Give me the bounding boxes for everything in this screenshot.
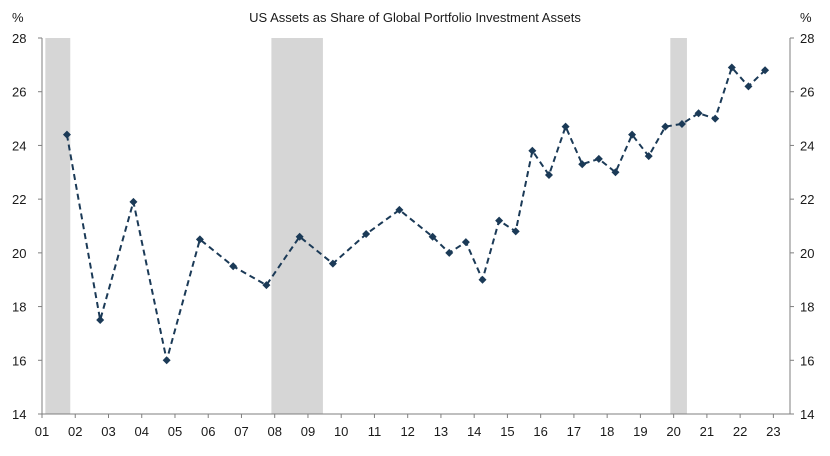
data-point [461, 238, 470, 247]
y-tick-label-right: 26 [800, 85, 814, 100]
x-tick-label: 10 [334, 424, 348, 439]
x-tick-label: 22 [733, 424, 747, 439]
x-tick-label: 04 [134, 424, 148, 439]
y-unit-left: % [12, 10, 24, 25]
x-tick-label: 12 [400, 424, 414, 439]
x-tick-label: 21 [700, 424, 714, 439]
data-point [727, 63, 736, 72]
x-tick-label: 09 [301, 424, 315, 439]
y-tick-label-right: 20 [800, 246, 814, 261]
data-point [677, 119, 686, 128]
data-point [262, 281, 271, 290]
y-tick-label-left: 22 [12, 192, 26, 207]
recession-band-1 [45, 38, 71, 414]
y-tick-label-right: 18 [800, 300, 814, 315]
recession-band-2 [271, 38, 323, 414]
x-tick-label: 20 [666, 424, 680, 439]
x-tick-label: 06 [201, 424, 215, 439]
x-tick-label: 15 [500, 424, 514, 439]
data-point [661, 122, 670, 131]
data-point [395, 205, 404, 214]
data-point [295, 232, 304, 241]
x-tick-label: 16 [533, 424, 547, 439]
data-point [644, 152, 653, 161]
y-tick-label-right: 14 [800, 407, 814, 422]
data-point [528, 146, 537, 155]
data-point [511, 227, 520, 236]
data-point [495, 216, 504, 225]
y-tick-label-left: 20 [12, 246, 26, 261]
data-point [129, 197, 138, 206]
recession-bands [45, 38, 687, 414]
data-point [96, 316, 105, 324]
x-tick-label: 13 [434, 424, 448, 439]
data-point [328, 259, 337, 268]
y-tick-label-left: 16 [12, 353, 26, 368]
y-tick-label-left: 26 [12, 85, 26, 100]
data-point [594, 154, 603, 163]
y-tick-label-right: 22 [800, 192, 814, 207]
chart-title: US Assets as Share of Global Portfolio I… [249, 10, 581, 25]
data-point [628, 130, 637, 139]
y-tick-label-left: 28 [12, 31, 26, 46]
data-point [478, 275, 487, 284]
axes: 14 14 16 16 18 18 20 20 22 22 24 24 26 26 28 28 01 02 03 04… [12, 31, 814, 439]
data-point [561, 122, 570, 131]
data-point [611, 168, 620, 177]
x-tick-label: 18 [600, 424, 614, 439]
x-tick-label: 02 [68, 424, 82, 439]
x-tick-label: 08 [267, 424, 281, 439]
data-point [694, 109, 703, 118]
y-tick-label-left: 14 [12, 407, 26, 422]
data-point [761, 66, 770, 75]
data-point [445, 248, 454, 257]
x-tick-label: 14 [467, 424, 481, 439]
y-tick-label-right: 24 [800, 138, 814, 153]
recession-band-3 [670, 38, 687, 414]
x-tick-label: 23 [766, 424, 780, 439]
data-point [362, 230, 371, 239]
data-point [578, 160, 587, 169]
data-point [162, 356, 171, 365]
series-line-1 [65, 65, 766, 361]
y-unit-right: % [800, 10, 812, 25]
data-point [744, 82, 753, 91]
x-tick-label: 19 [633, 424, 647, 439]
x-tick-label: 17 [567, 424, 581, 439]
y-tick-label-right: 28 [800, 31, 814, 46]
x-tick-label: 11 [368, 424, 382, 439]
data-point [544, 170, 553, 179]
data-point [428, 232, 437, 241]
x-tick-label: 03 [101, 424, 115, 439]
x-tick-label: 05 [168, 424, 182, 439]
x-tick-label: 07 [234, 424, 248, 439]
data-point [229, 262, 238, 271]
data-point [711, 114, 720, 123]
y-tick-label-left: 18 [12, 300, 26, 315]
series-layer [62, 63, 770, 365]
y-tick-label-right: 16 [800, 353, 814, 368]
data-point [62, 130, 71, 139]
y-tick-label-left: 24 [12, 138, 26, 153]
x-tick-label: 01 [35, 424, 49, 439]
data-point [195, 235, 204, 244]
